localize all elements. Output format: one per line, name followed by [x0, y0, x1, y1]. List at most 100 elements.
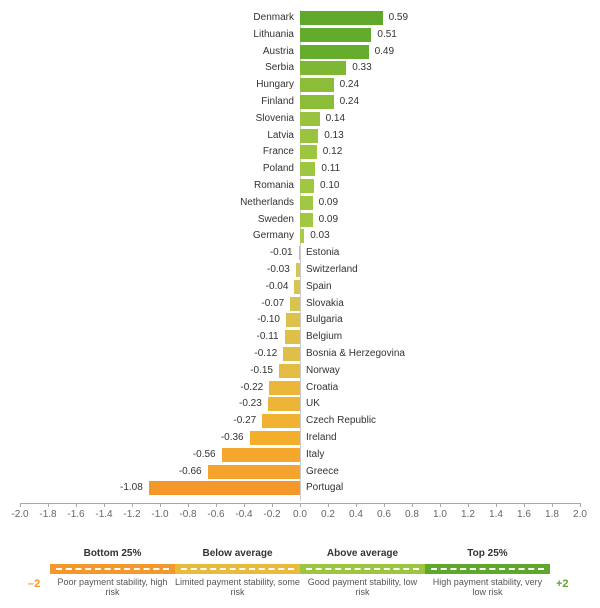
bar	[300, 45, 369, 59]
value-label: -0.23	[239, 398, 262, 409]
bar-row: Serbia 0.33	[20, 60, 580, 77]
bar-row: Poland0.11	[20, 161, 580, 178]
bar-row: Netherlands0.09	[20, 195, 580, 212]
bar-row: Norway -0.15	[20, 363, 580, 380]
legend-min-label: –2	[28, 578, 40, 590]
bar	[300, 129, 318, 143]
bar-row: Italy -0.56	[20, 447, 580, 464]
bar-row: Romania0.10	[20, 178, 580, 195]
bar-row: Hungary 0.24	[20, 77, 580, 94]
x-tick-label: 0.0	[293, 509, 307, 520]
x-tick-label: 1.2	[461, 509, 475, 520]
country-label: Romania	[254, 180, 294, 191]
legend-max-label: +2	[556, 578, 569, 590]
legend-subtitle: Limited payment stability, some risk	[175, 578, 300, 598]
bar	[300, 95, 334, 109]
value-label: 0.24	[340, 79, 359, 90]
country-label: Spain	[306, 281, 332, 292]
tick-mark	[216, 503, 217, 507]
legend-subtitle: Poor payment stability, high risk	[50, 578, 175, 598]
country-label: Greece	[306, 466, 339, 477]
bar	[300, 61, 346, 75]
bar	[290, 297, 300, 311]
bar	[300, 196, 313, 210]
value-label: 0.33	[352, 62, 371, 73]
value-label: -0.12	[254, 348, 277, 359]
bar	[300, 11, 383, 25]
bar	[299, 246, 300, 260]
tick-mark	[20, 503, 21, 507]
bar-row: Croatia-0.22	[20, 380, 580, 397]
value-label: 0.59	[389, 12, 408, 23]
country-label: Bosnia & Herzegovina	[306, 348, 405, 359]
value-label: -0.66	[179, 466, 202, 477]
bar-row: Czech Republic-0.27	[20, 413, 580, 430]
x-tick-label: -1.0	[151, 509, 168, 520]
value-label: 0.11	[321, 163, 340, 174]
bar	[300, 179, 314, 193]
value-label: -0.56	[193, 449, 216, 460]
x-tick-label: 0.8	[405, 509, 419, 520]
country-label: Serbia	[265, 62, 294, 73]
bar	[262, 414, 300, 428]
tick-mark	[300, 503, 301, 507]
bar-row: Bulgaria-0.10	[20, 312, 580, 329]
value-label: 0.51	[377, 29, 396, 40]
legend-dash	[181, 568, 294, 570]
country-label: Belgium	[306, 331, 342, 342]
country-label: Denmark	[253, 12, 294, 23]
bar	[149, 481, 300, 495]
value-label: -0.15	[250, 365, 273, 376]
bar-row: Spain -0.04	[20, 279, 580, 296]
country-label: Italy	[306, 449, 324, 460]
bar-row: Latvia0.13	[20, 128, 580, 145]
country-label: Estonia	[306, 247, 339, 258]
legend-header: Below average	[175, 548, 300, 559]
legend-header: Above average	[300, 548, 425, 559]
bar	[208, 465, 300, 479]
country-label: Lithuania	[253, 29, 294, 40]
bar-row: Switzerland-0.03	[20, 262, 580, 279]
country-label: Hungary	[256, 79, 294, 90]
legend: Bottom 25%Below averageAbove averageTop …	[20, 548, 580, 600]
x-tick-label: 1.0	[433, 509, 447, 520]
x-tick-label: -1.4	[95, 509, 112, 520]
value-label: 0.14	[326, 113, 345, 124]
bar-row: Denmark 0.59	[20, 10, 580, 27]
bar-row: Estonia-0.01	[20, 245, 580, 262]
tick-mark	[356, 503, 357, 507]
value-label: 0.24	[340, 96, 359, 107]
bar-row: Lithuania 0.51	[20, 27, 580, 44]
bar-row: Belgium-0.11	[20, 329, 580, 346]
value-label: -0.04	[266, 281, 289, 292]
bar-row: Bosnia & Herzegovina -0.12	[20, 346, 580, 363]
x-tick-label: -0.6	[207, 509, 224, 520]
value-label: 0.03	[310, 230, 329, 241]
tick-mark	[440, 503, 441, 507]
bar	[300, 78, 334, 92]
value-label: -0.22	[240, 382, 263, 393]
value-label: 0.12	[323, 146, 342, 157]
bar-row: UK-0.23	[20, 396, 580, 413]
x-tick-label: -1.2	[123, 509, 140, 520]
bar	[300, 28, 371, 42]
tick-mark	[412, 503, 413, 507]
country-label: Ireland	[306, 432, 337, 443]
legend-bar: –2 +2	[20, 564, 580, 574]
country-label: Norway	[306, 365, 340, 376]
bar	[300, 162, 315, 176]
tick-mark	[48, 503, 49, 507]
tick-mark	[160, 503, 161, 507]
bar	[268, 397, 300, 411]
x-tick-label: -0.8	[179, 509, 196, 520]
country-label: Germany	[253, 230, 294, 241]
value-label: -0.10	[257, 314, 280, 325]
legend-header: Bottom 25%	[50, 548, 175, 559]
bar-row: Greece -0.66	[20, 464, 580, 481]
bar-row: Slovakia-0.07	[20, 296, 580, 313]
tick-mark	[328, 503, 329, 507]
bar	[222, 448, 300, 462]
bar	[300, 213, 313, 227]
tick-mark	[104, 503, 105, 507]
bar-row: Finland0.24	[20, 94, 580, 111]
